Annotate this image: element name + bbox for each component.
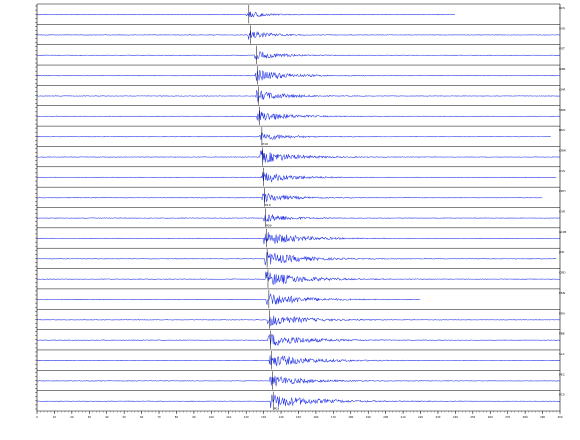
station-label: EDH [559,189,565,193]
arrival-pick-label: P09 [266,223,272,227]
station-label: CVR [559,210,565,214]
x-tick-label: 120 [244,415,249,419]
x-tick-label: 110 [226,415,231,419]
seismic-trace [36,132,551,141]
x-tick-label: 50 [123,415,127,419]
x-tick-label: 70 [157,415,161,419]
x-tick-label: 100 [209,415,214,419]
x-tick-label: 40 [105,415,109,419]
x-tick-label: 190 [366,415,371,419]
x-tick-label: 170 [331,415,336,419]
x-tick-label: 80 [175,415,179,419]
seismic-trace [36,251,557,266]
x-tick-label: 230 [435,415,440,419]
x-tick-label: 200 [383,415,388,419]
seismic-trace [36,293,421,306]
seismic-trace [36,232,561,245]
seismic-trace [36,375,560,387]
x-tick-label: 270 [505,415,510,419]
seismic-trace [36,193,543,203]
seismic-trace [36,110,560,122]
x-tick-label: 250 [470,415,475,419]
station-label: CVS [559,169,565,173]
seismic-trace [36,90,561,103]
station-label: CHR [559,87,565,91]
station-label: PKN [559,291,565,295]
x-tick-label: 10 [53,415,57,419]
x-tick-label: 220 [418,415,423,419]
station-label: CRD [559,271,566,275]
seismic-trace [36,355,560,367]
station-label: BKS [559,128,565,132]
seismic-trace [36,172,557,183]
station-label: OZR [559,67,566,71]
x-tick-label: 90 [192,415,196,419]
x-tick-label: 180 [348,415,353,419]
x-tick-label: 30 [88,415,92,419]
station-label: PEC [559,372,565,376]
seismic-trace [36,333,560,346]
arrival-pick-label: P16 [262,142,268,146]
station-label: PDV [559,311,566,315]
seismic-trace [36,69,560,81]
x-tick-label: 60 [140,415,144,419]
station-label: PBE [559,332,565,336]
arrival-pick-label: P03 [274,407,280,411]
seismic-trace [36,315,560,327]
station-label: SLC [559,352,565,356]
x-tick-label: 260 [488,415,493,419]
arrival-pick-label: P10 [265,203,271,207]
x-tick-label: 0 [36,415,38,419]
station-label: CRW [559,148,566,152]
station-label: PCS [559,393,565,397]
station-label: SVD [559,26,566,30]
station-label: JKR [558,250,564,254]
station-label: SMR [559,108,566,112]
x-tick-label: 130 [261,415,266,419]
seismic-trace [36,11,455,18]
station-label: GDM [559,230,567,234]
seismic-trace [36,214,560,222]
seismic-trace [36,150,561,163]
seismic-trace [36,271,560,285]
station-label: RCS [559,6,565,10]
x-tick-label: 280 [523,415,528,419]
seismic-trace [36,51,560,60]
x-tick-label: 240 [453,415,458,419]
x-tick-label: 300 [558,415,563,419]
seismic-trace [36,30,560,40]
x-tick-label: 140 [279,415,284,419]
x-tick-label: 150 [296,415,301,419]
x-tick-label: 20 [70,415,74,419]
seismic-trace [36,394,560,409]
station-label: PGT [559,47,565,51]
x-tick-label: 290 [540,415,545,419]
x-tick-label: 210 [401,415,406,419]
x-tick-label: 160 [313,415,318,419]
